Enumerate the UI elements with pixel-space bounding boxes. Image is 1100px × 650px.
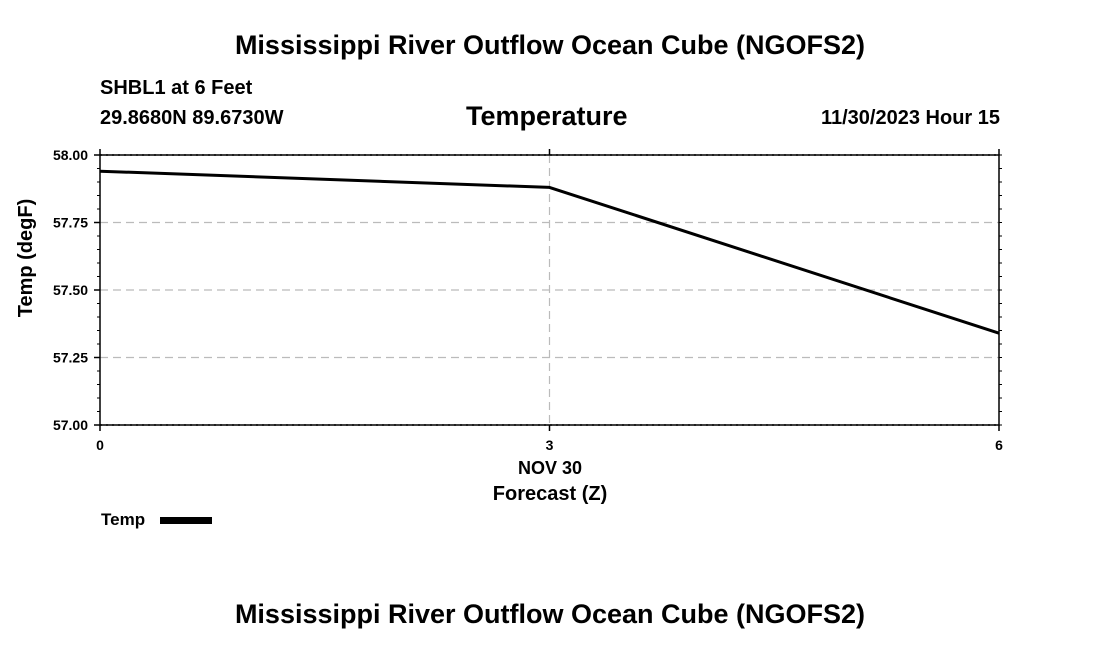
plot-frame bbox=[99, 154, 1000, 426]
station-coordinates: 29.8680N 89.6730W bbox=[100, 107, 284, 129]
chart-title: Temperature bbox=[466, 101, 628, 131]
y-tick-label: 57.50 bbox=[53, 282, 88, 298]
y-tick-label: 58.00 bbox=[53, 147, 88, 163]
x-tick-label: 3 bbox=[546, 437, 554, 453]
station-name: SHBL1 at 6 Feet bbox=[100, 77, 253, 99]
legend-swatch bbox=[160, 517, 212, 524]
page-title: Mississippi River Outflow Ocean Cube (NG… bbox=[234, 30, 866, 60]
series-line-temp bbox=[99, 169, 1000, 335]
x-tick-label: 6 bbox=[995, 437, 1003, 453]
x-tick-label: 0 bbox=[96, 437, 104, 453]
x-axis-label: Forecast (Z) bbox=[492, 483, 608, 505]
forecast-datetime: 11/30/2023 Hour 15 bbox=[820, 107, 1000, 129]
y-tick-label: 57.00 bbox=[53, 417, 88, 433]
y-tick-label: 57.75 bbox=[53, 215, 88, 231]
y-tick-label: 57.25 bbox=[53, 350, 88, 366]
legend-label: Temp bbox=[101, 510, 146, 529]
footer-title: Mississippi River Outflow Ocean Cube (NG… bbox=[234, 599, 866, 629]
series bbox=[99, 169, 1000, 335]
x-axis-date-label: NOV 30 bbox=[517, 458, 583, 478]
y-tick-labels: 57.00 57.25 57.50 57.75 58.00 bbox=[53, 147, 88, 433]
y-axis-label: Temp (degF) bbox=[15, 198, 37, 318]
x-tick-labels: 0 3 6 bbox=[96, 437, 1003, 453]
grid bbox=[100, 154, 999, 426]
